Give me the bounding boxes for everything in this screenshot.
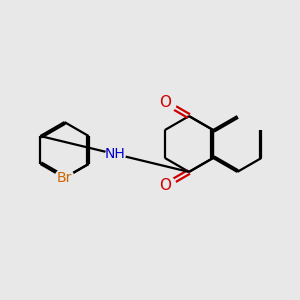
Text: O: O xyxy=(159,95,171,110)
Text: Br: Br xyxy=(57,171,72,185)
Text: NH: NH xyxy=(104,147,125,161)
Text: O: O xyxy=(159,178,171,193)
